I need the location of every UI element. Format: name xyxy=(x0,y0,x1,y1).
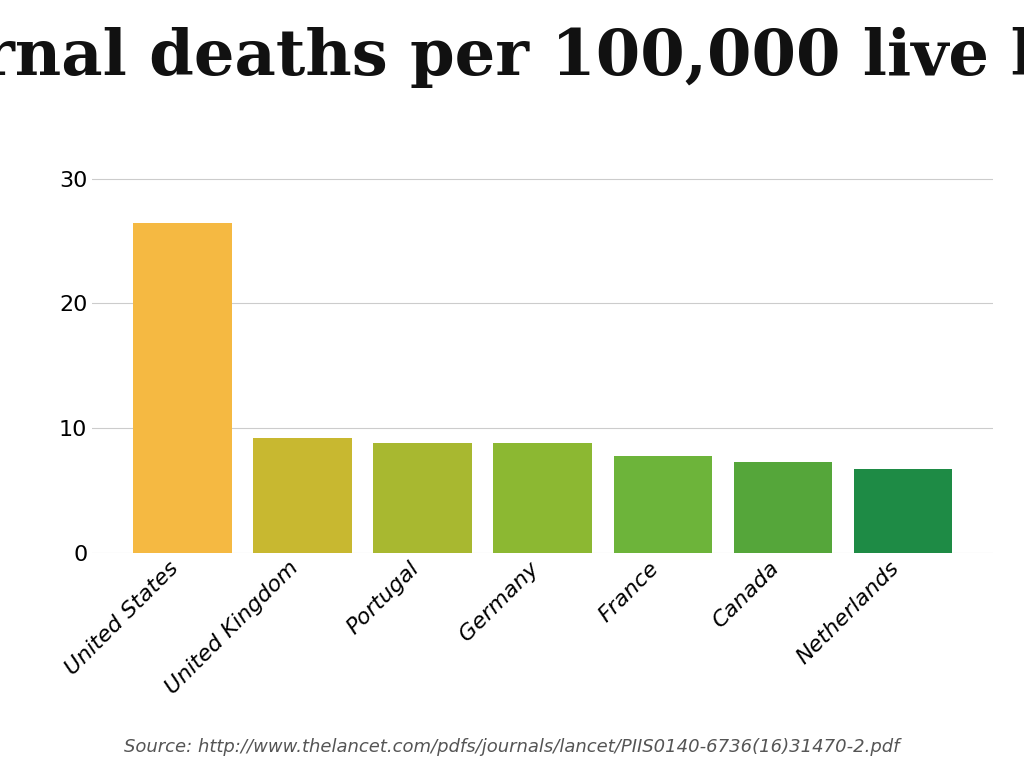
Bar xyxy=(494,443,592,553)
Text: Source: http://www.thelancet.com/pdfs/journals/lancet/PIIS0140-6736(16)31470-2.p: Source: http://www.thelancet.com/pdfs/jo… xyxy=(124,739,900,756)
Text: Maternal deaths per 100,000 live births: Maternal deaths per 100,000 live births xyxy=(0,27,1024,88)
Bar xyxy=(734,462,833,553)
Bar xyxy=(374,443,472,553)
Bar xyxy=(253,438,351,553)
Bar xyxy=(854,469,952,553)
Bar xyxy=(133,223,231,553)
Bar xyxy=(613,455,712,553)
